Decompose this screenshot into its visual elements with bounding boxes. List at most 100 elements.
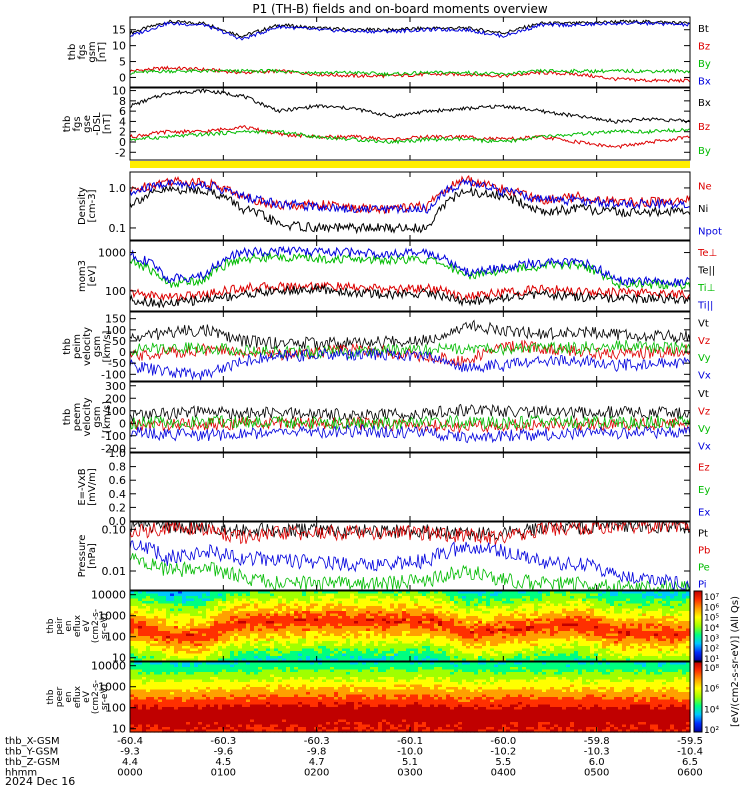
- spectrogram-cell: [518, 623, 523, 627]
- spectrogram-cell: [554, 646, 559, 650]
- spectrogram-cell: [338, 591, 343, 595]
- spectrogram-cell: [678, 648, 683, 652]
- series-line-ti: [130, 245, 690, 288]
- spectrogram-cell: [246, 618, 251, 622]
- spectrogram-cell: [658, 613, 663, 617]
- spectrogram-cell: [158, 692, 163, 696]
- spectrogram-cell: [530, 658, 535, 662]
- spectrogram-cell: [422, 598, 427, 602]
- spectrogram-cell: [510, 623, 515, 627]
- spectrogram-cell: [154, 618, 159, 622]
- spectrogram-cell: [622, 591, 627, 595]
- spectrogram-cell: [530, 638, 535, 642]
- spectrogram-cell: [302, 608, 307, 612]
- spectrogram-cell: [150, 646, 155, 650]
- spectrogram-cell: [178, 722, 183, 726]
- spectrogram-cell: [418, 641, 423, 645]
- spectrogram-cell: [282, 646, 287, 650]
- spectrogram-cell: [466, 616, 471, 620]
- spectrogram-cell: [218, 722, 223, 726]
- spectrogram-cell: [258, 593, 263, 597]
- spectrogram-cell: [226, 621, 231, 625]
- spectrogram-cell: [446, 656, 451, 660]
- spectrogram-cell: [594, 638, 599, 642]
- spectrogram-cell: [614, 611, 619, 615]
- spectrogram-cell: [422, 651, 427, 655]
- spectrogram-cell: [598, 648, 603, 652]
- spectrogram-cell: [482, 656, 487, 660]
- spectrogram-cell: [314, 603, 319, 607]
- spectrogram-cell: [174, 729, 179, 733]
- spectrogram-cell: [198, 677, 203, 681]
- spectrogram-cell: [454, 648, 459, 652]
- spectrogram-cell: [182, 591, 187, 595]
- spectrogram-cell: [214, 664, 219, 668]
- spectrogram-cell: [510, 621, 515, 625]
- spectrogram-cell: [334, 651, 339, 655]
- spectrogram-cell: [158, 656, 163, 660]
- spectrogram-cell: [190, 694, 195, 698]
- spectrogram-cell: [402, 656, 407, 660]
- spectrogram-cell: [518, 646, 523, 650]
- spectrogram-cell: [678, 606, 683, 610]
- spectrogram-cell: [250, 638, 255, 642]
- spectrogram-cell: [362, 633, 367, 637]
- spectrogram-cell: [262, 631, 267, 635]
- spectrogram-cell: [238, 603, 243, 607]
- spectrogram-cell: [210, 633, 215, 637]
- spectrogram-cell: [130, 653, 135, 657]
- spectrogram-cell: [150, 658, 155, 662]
- spectrogram-cell: [386, 628, 391, 632]
- spectrogram-cell: [210, 674, 215, 678]
- spectrogram-cell: [134, 618, 139, 622]
- spectrogram-cell: [250, 606, 255, 610]
- spectrogram-cell: [370, 636, 375, 640]
- spectrogram-cell: [378, 606, 383, 610]
- legend-ex: Ex: [698, 508, 710, 519]
- spectrogram-cell: [150, 598, 155, 602]
- spectrogram-cell: [502, 633, 507, 637]
- spectrogram-cell: [134, 631, 139, 635]
- spectrogram-cell: [186, 621, 191, 625]
- spectrogram-cell: [518, 616, 523, 620]
- spectrogram-cell: [182, 722, 187, 726]
- spectrogram-cell: [218, 729, 223, 733]
- spectrogram-cell: [618, 608, 623, 612]
- spectrogram-cell: [574, 628, 579, 632]
- spectrogram-cell: [662, 651, 667, 655]
- spectrogram-cell: [378, 656, 383, 660]
- spectrogram-cell: [202, 702, 207, 706]
- spectrogram-cell: [682, 646, 687, 650]
- spectrogram-cell: [462, 656, 467, 660]
- spectrogram-cell: [330, 591, 335, 595]
- spectrogram-cell: [274, 601, 279, 605]
- spectrogram-cell: [134, 593, 139, 597]
- spectrogram-cell: [538, 651, 543, 655]
- spectrogram-cell: [390, 618, 395, 622]
- spectrogram-cell: [250, 596, 255, 600]
- y-tick-label: 10: [112, 652, 126, 665]
- spectrogram-cell: [562, 603, 567, 607]
- spectrogram-cell: [434, 646, 439, 650]
- spectrogram-cell: [182, 621, 187, 625]
- spectrogram-cell: [622, 631, 627, 635]
- spectrogram-cell: [414, 648, 419, 652]
- spectrogram-cell: [146, 658, 151, 662]
- spectrogram-cell: [674, 621, 679, 625]
- spectrogram-cell: [174, 613, 179, 617]
- spectrogram-cell: [650, 593, 655, 597]
- spectrogram-cell: [146, 646, 151, 650]
- spectrogram-cell: [642, 633, 647, 637]
- spectrogram-cell: [626, 591, 631, 595]
- spectrogram-cell: [198, 712, 203, 716]
- spectrogram-cell: [202, 618, 207, 622]
- spectrogram-cell: [362, 611, 367, 615]
- spectrogram-cell: [574, 633, 579, 637]
- spectrogram-cell: [142, 717, 147, 721]
- spectrogram-cell: [206, 669, 211, 673]
- spectrogram-cell: [502, 598, 507, 602]
- spectrogram-cell: [286, 596, 291, 600]
- spectrogram-cell: [150, 727, 155, 731]
- spectrogram-cell: [222, 712, 227, 716]
- spectrogram-cell: [330, 656, 335, 660]
